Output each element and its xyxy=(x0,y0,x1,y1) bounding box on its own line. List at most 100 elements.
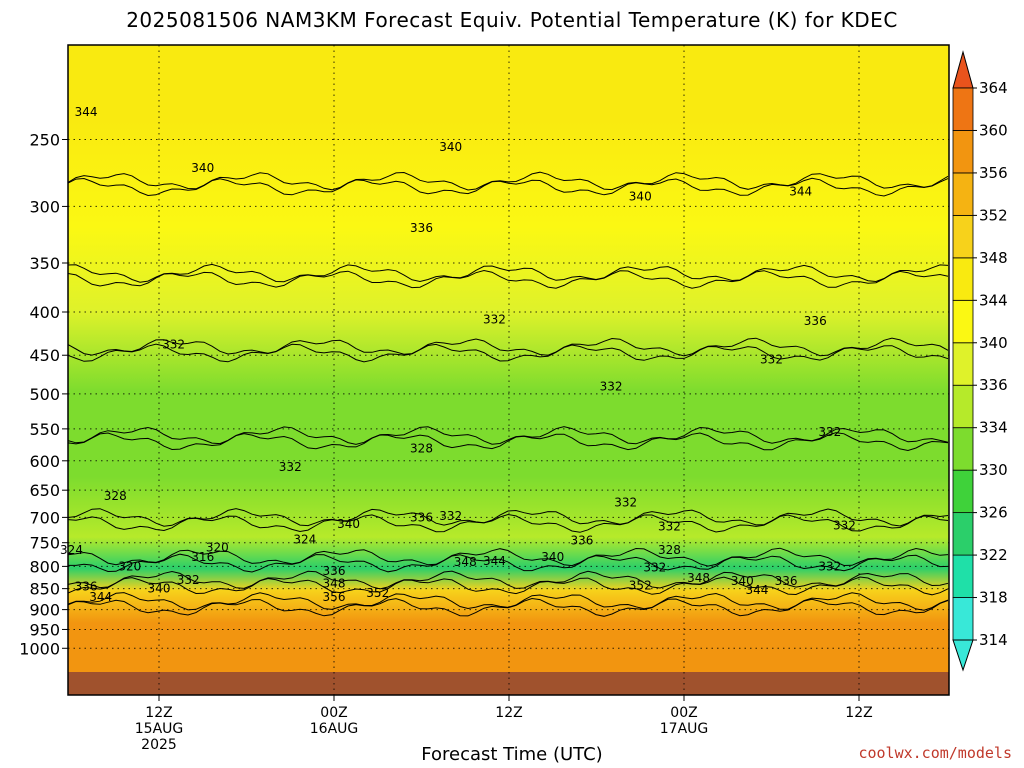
y-tick-label: 650 xyxy=(29,481,60,500)
contour-label: 332 xyxy=(162,337,185,351)
contour-label: 332 xyxy=(439,509,462,523)
contour-line xyxy=(68,576,949,596)
colorbar-arrow-bottom xyxy=(952,639,974,672)
colorbar-label: 334 xyxy=(979,419,1008,437)
contour-line xyxy=(68,513,949,533)
contour-label: 320 xyxy=(206,541,229,555)
contour-line xyxy=(68,553,949,573)
colorbar-label: 326 xyxy=(979,504,1008,522)
contour-label: 332 xyxy=(818,425,841,439)
contour-label: 344 xyxy=(483,554,506,568)
contour-label: 332 xyxy=(279,460,302,474)
contour-label: 340 xyxy=(337,517,360,531)
colorbar-label: 352 xyxy=(979,206,1008,224)
contour-label: 348 xyxy=(454,555,477,569)
contour-label: 356 xyxy=(323,590,346,604)
contour-label: 332 xyxy=(600,379,623,393)
x-tick-label: 12Z xyxy=(845,705,872,721)
contour-line xyxy=(68,547,949,567)
contour-label: 352 xyxy=(629,579,652,593)
contour-label: 332 xyxy=(177,573,200,587)
contour-line xyxy=(68,343,949,363)
contour-label: 332 xyxy=(818,559,841,573)
contour-label: 332 xyxy=(483,312,506,326)
contour-label: 340 xyxy=(191,161,214,175)
contour-label: 332 xyxy=(643,560,666,574)
y-tick-label: 450 xyxy=(29,346,60,365)
contour-label: 336 xyxy=(804,314,827,328)
contour-label: 328 xyxy=(410,441,433,455)
contour-line xyxy=(68,171,949,191)
y-tick-label: 600 xyxy=(29,452,60,471)
y-tick-label: 300 xyxy=(29,197,60,216)
contour-line xyxy=(68,426,949,445)
contour-label: 344 xyxy=(89,590,112,604)
colorbar-label: 344 xyxy=(979,291,1008,309)
contour-labels: 344 340 336 340 340 344 332 332 336 332 332 328 332 3… xyxy=(60,105,856,604)
y-tick-label: 900 xyxy=(29,601,60,620)
contour-label: 328 xyxy=(658,543,681,557)
y-tick-label: 800 xyxy=(29,557,60,576)
contour-label: 336 xyxy=(75,579,98,593)
contour-line xyxy=(68,177,949,197)
colorbar-segment xyxy=(952,257,974,301)
contour-label: 332 xyxy=(614,495,637,509)
contour-label: 332 xyxy=(833,519,856,533)
colorbar-label: 356 xyxy=(979,164,1008,182)
colorbar-segment xyxy=(952,554,974,598)
contour-label: 344 xyxy=(745,583,768,597)
colorbar-segment xyxy=(952,214,974,259)
x-tick-label: 12Z xyxy=(145,705,172,721)
contour-label: 332 xyxy=(658,520,681,534)
contour-label: 336 xyxy=(570,534,593,548)
colorbar-segment xyxy=(952,597,974,641)
x-tick-label: 17AUG xyxy=(660,721,709,737)
contour-lines xyxy=(68,171,949,617)
colorbar-label: 330 xyxy=(979,461,1008,479)
contour-label: 348 xyxy=(323,576,346,590)
colorbar-label: 364 xyxy=(979,79,1008,97)
colorbar-segment xyxy=(952,512,974,556)
colorbar-segment xyxy=(952,130,974,174)
colorbar-label: 348 xyxy=(979,249,1008,267)
contour-label: 336 xyxy=(775,574,798,588)
contour-label: 344 xyxy=(75,105,98,119)
colorbar-arrow-top xyxy=(952,50,974,89)
colorbar-label: 340 xyxy=(979,334,1008,352)
colorbar-label: 318 xyxy=(979,589,1008,607)
x-tick-label: 15AUG xyxy=(135,721,184,737)
contour-line xyxy=(68,337,949,357)
colorbar-label: 322 xyxy=(979,546,1008,564)
x-tick-label: 00Z xyxy=(670,705,697,721)
contour-label: 340 xyxy=(439,140,462,154)
contour-label: 336 xyxy=(410,510,433,524)
contour-line xyxy=(68,432,949,452)
contour-label: 328 xyxy=(104,489,127,503)
y-tick-label: 950 xyxy=(29,620,60,639)
contour-line xyxy=(68,570,949,590)
contour-label: 324 xyxy=(293,532,316,546)
contour-line xyxy=(68,263,949,283)
colorbar-segment xyxy=(952,87,974,131)
contour-label: 320 xyxy=(118,559,141,573)
x-axis-label: Forecast Time (UTC) xyxy=(421,744,603,765)
contour-label: 340 xyxy=(148,582,171,596)
contour-label: 348 xyxy=(687,571,710,585)
y-tick-label: 400 xyxy=(29,303,60,322)
contour-label: 332 xyxy=(760,352,783,366)
x-tick-label: 00Z xyxy=(320,705,347,721)
colorbar: 314 318 322 326 330 334 336 340 344 348 352 356 360 3… xyxy=(952,50,1008,672)
colorbar-segment xyxy=(952,342,974,386)
x-tick-label: 16AUG xyxy=(310,721,359,737)
colorbar-segment xyxy=(952,172,974,216)
contour-line xyxy=(68,508,949,527)
y-tick-label: 350 xyxy=(29,254,60,273)
colorbar-segment xyxy=(952,469,974,514)
colorbar-segment xyxy=(952,384,974,429)
colorbar-label: 336 xyxy=(979,376,1008,394)
colorbar-label: 360 xyxy=(979,121,1008,139)
contour-label: 344 xyxy=(789,184,812,198)
y-axis: 250 300 350 400 450 500 550 600 650 700 750 800 850 9… xyxy=(19,131,68,658)
colorbar-label: 314 xyxy=(979,631,1008,649)
